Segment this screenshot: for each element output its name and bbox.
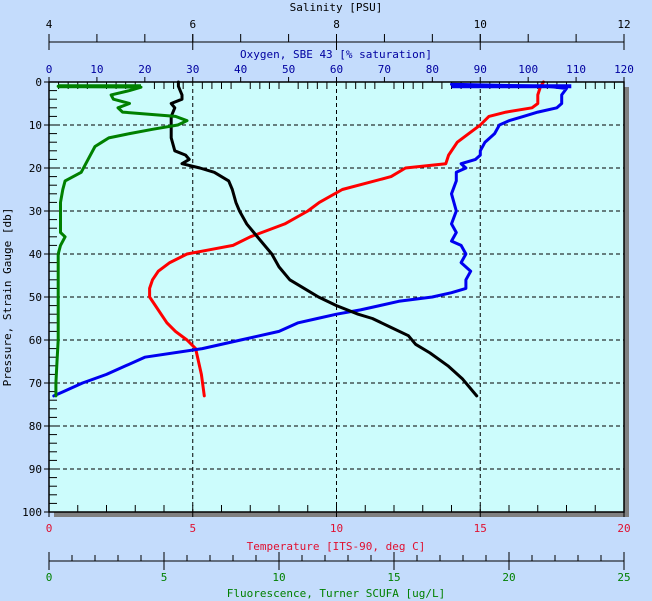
oxygen-tick-label: 70 [378, 63, 391, 76]
temperature-tick-label: 10 [330, 522, 343, 535]
y-tick-label: 40 [29, 248, 42, 261]
oxygen-tick-label: 60 [330, 63, 343, 76]
fluorescence-trace [54, 84, 189, 398]
oxygen-tick-label: 40 [234, 63, 247, 76]
axis-labels: Salinity [PSU] Oxygen, SBE 43 [% saturat… [1, 1, 445, 600]
fluorescence-tick-label: 15 [387, 571, 400, 584]
oxygen-tick-label: 20 [138, 63, 151, 76]
fluorescence-tick-label: 25 [617, 571, 630, 584]
y-tick-label: 90 [29, 463, 42, 476]
fluorescence-tick-label: 20 [502, 571, 515, 584]
y-tick-label: 70 [29, 377, 42, 390]
y-tick-label: 10 [29, 119, 42, 132]
salinity-tick-label: 4 [46, 18, 53, 31]
fluorescence-tick-label: 5 [161, 571, 168, 584]
salinity-axis-title: Salinity [PSU] [290, 1, 383, 14]
oxygen-axis-title: Oxygen, SBE 43 [% saturation] [240, 48, 432, 61]
oxygen-tick-label: 30 [186, 63, 199, 76]
oxygen-tick-label: 0 [46, 63, 53, 76]
oxygen-tick-label: 90 [474, 63, 487, 76]
oxygen-tick-label: 100 [518, 63, 538, 76]
fluorescence-axis-title: Fluorescence, Turner SCUFA [ug/L] [227, 587, 446, 600]
temperature-tick-label: 0 [46, 522, 53, 535]
y-tick-label: 50 [29, 291, 42, 304]
oxygen-tick-label: 80 [426, 63, 439, 76]
y-tick-label: 30 [29, 205, 42, 218]
fluorescence-tick-label: 10 [272, 571, 285, 584]
oxygen-tick-label: 110 [566, 63, 586, 76]
oxygen-tick-label: 50 [282, 63, 295, 76]
salinity-tick-label: 10 [474, 18, 487, 31]
temperature-tick-label: 15 [474, 522, 487, 535]
temperature-tick-label: 5 [189, 522, 196, 535]
fluorescence-tick-label: 0 [46, 571, 53, 584]
pressure-axis-title: Pressure, Strain Gauge [db] [1, 208, 14, 387]
y-tick-label: 100 [22, 506, 42, 519]
y-tick-label: 60 [29, 334, 42, 347]
oxygen-tick-label: 120 [614, 63, 634, 76]
y-tick-label: 20 [29, 162, 42, 175]
data-series [48, 80, 625, 513]
oxygen-trace [52, 82, 568, 398]
temperature-axis-title: Temperature [ITS-90, deg C] [247, 540, 426, 553]
temperature-trace [148, 80, 545, 398]
salinity-tick-label: 6 [189, 18, 196, 31]
salinity-tick-label: 12 [617, 18, 630, 31]
grid-lines [49, 82, 624, 512]
y-tick-label: 80 [29, 420, 42, 433]
temperature-tick-label: 20 [617, 522, 630, 535]
oxygen-tick-label: 10 [90, 63, 103, 76]
y-tick-label: 0 [35, 76, 42, 89]
salinity-tick-label: 8 [333, 18, 340, 31]
